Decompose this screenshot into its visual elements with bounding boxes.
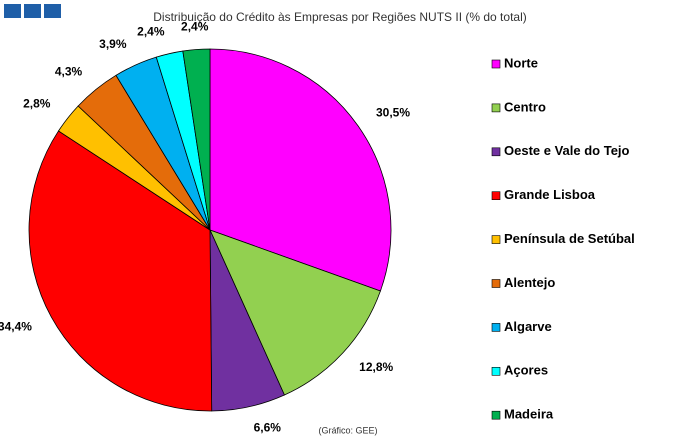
- pie-slice: [209, 48, 392, 292]
- value-label: 2,4%: [181, 20, 209, 34]
- legend-label: Grande Lisboa: [504, 187, 596, 202]
- legend-swatch: [491, 410, 501, 420]
- logo-block: [24, 4, 41, 18]
- chart-title: Distribuição do Crédito às Empresas por …: [153, 10, 526, 24]
- legend-swatch: [491, 366, 501, 376]
- legend-swatch: [491, 103, 501, 113]
- value-label: 4,3%: [55, 64, 83, 78]
- legend-swatch: [491, 279, 501, 288]
- source-note: (Gráfico: GEE): [318, 425, 377, 435]
- pie-slice: [28, 130, 213, 412]
- legend-label: Oeste e Vale do Tejo: [504, 143, 630, 158]
- value-label: 2,8%: [23, 97, 51, 111]
- logo-block: [44, 4, 61, 18]
- legend-swatch: [491, 147, 501, 157]
- legend-swatch: [491, 191, 501, 200]
- pie-slice: [209, 229, 381, 396]
- value-label: 6,6%: [254, 420, 282, 434]
- logo-block: [4, 4, 21, 18]
- legend-swatch: [491, 323, 501, 332]
- legend-label: Alentejo: [504, 275, 555, 290]
- value-label: 3,9%: [99, 37, 127, 51]
- pie-slice: [182, 48, 211, 231]
- legend-swatch: [491, 59, 501, 69]
- legend-label: Península de Setúbal: [504, 231, 635, 246]
- value-label: 34,4%: [0, 320, 32, 334]
- legend-label: Açores: [504, 363, 548, 378]
- value-label: 2,4%: [137, 24, 165, 38]
- legend-label: Algarve: [504, 319, 552, 334]
- value-label: 30,5%: [376, 105, 410, 119]
- legend-label: Centro: [504, 99, 546, 114]
- legend-label: Madeira: [504, 407, 554, 422]
- legend-label: Norte: [504, 55, 538, 70]
- legend-swatch: [491, 235, 501, 244]
- value-label: 12,8%: [359, 360, 393, 374]
